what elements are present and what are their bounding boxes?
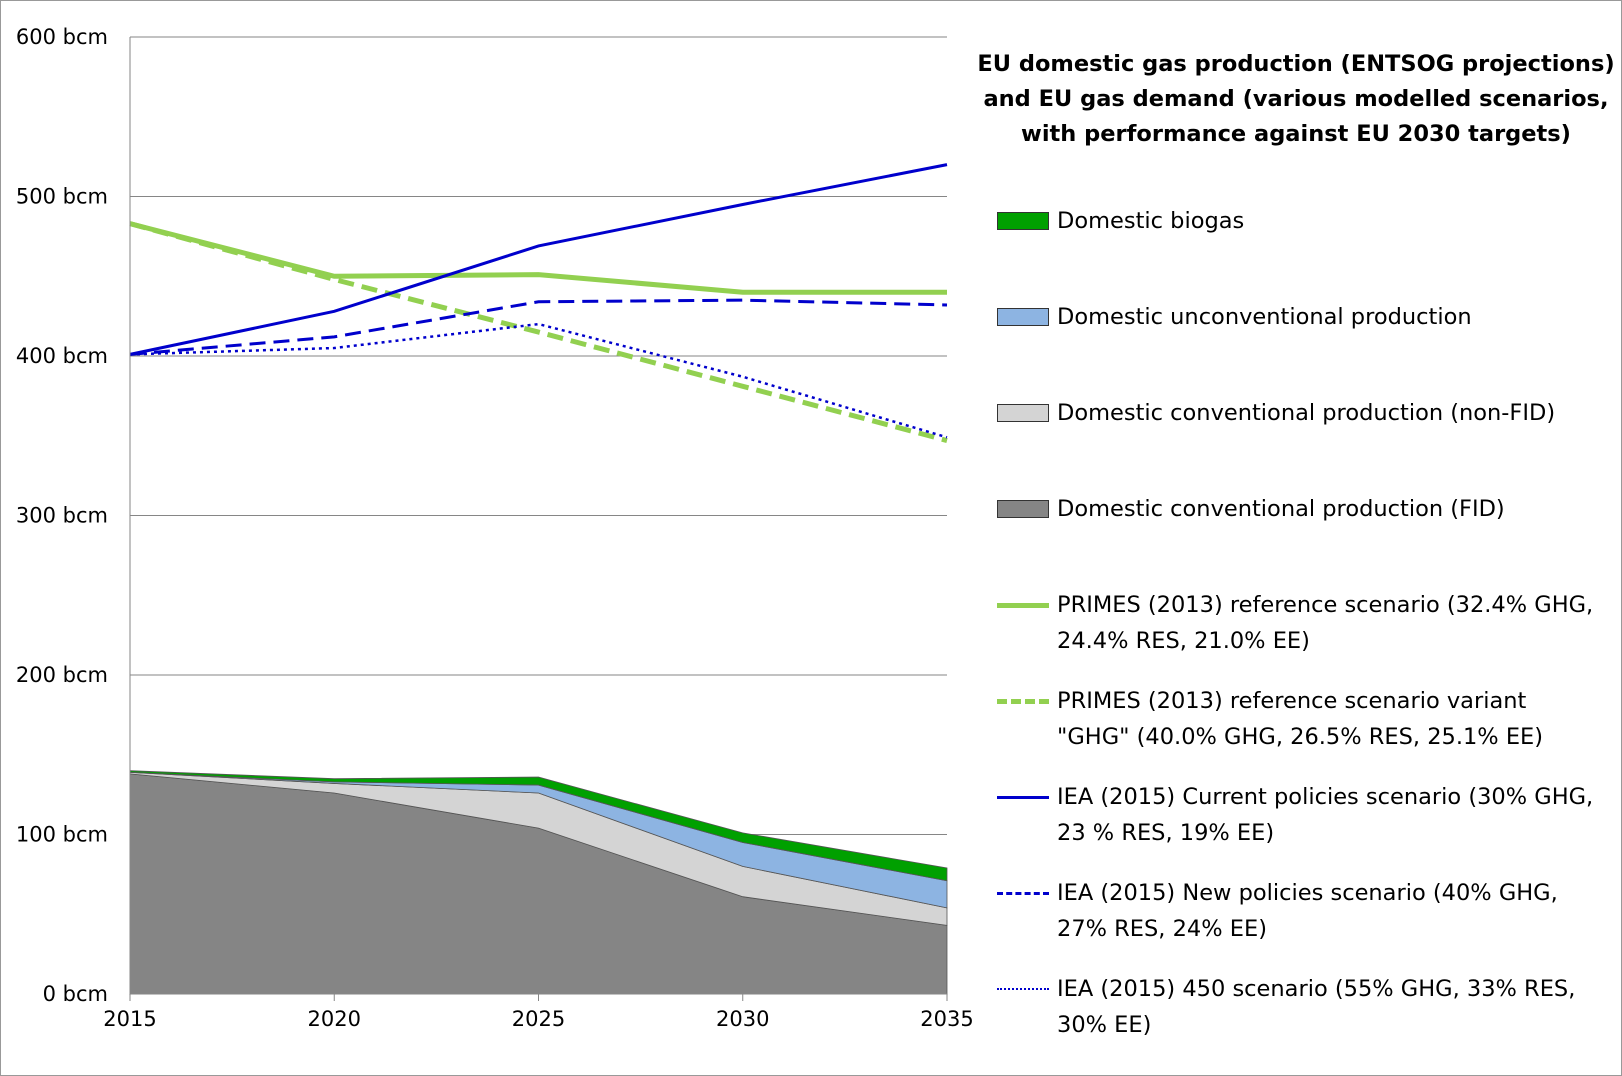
legend-item: Domestic conventional production (FID) (997, 491, 1597, 527)
x-tick-label: 2030 (716, 1007, 769, 1031)
legend-swatch (997, 587, 1049, 623)
line (129, 221, 947, 295)
legend-swatch (997, 779, 1049, 815)
legend-swatch (997, 203, 1049, 239)
y-tick-label: 400 bcm (16, 344, 108, 368)
y-tick-label: 300 bcm (16, 504, 108, 528)
x-tick-label: 2020 (308, 1007, 361, 1031)
legend-label: Domestic unconventional production (1057, 304, 1472, 330)
legend-item: IEA (2015) 450 scenario (55% GHG, 33% RE… (997, 971, 1597, 1043)
legend-swatch (997, 875, 1049, 911)
chart-title: EU domestic gas production (ENTSOG proje… (977, 51, 1615, 147)
line (129, 163, 948, 356)
legend-item: PRIMES (2013) reference scenario variant… (997, 683, 1597, 755)
legend-item: Domestic unconventional production (997, 299, 1597, 335)
legend-swatch (997, 395, 1049, 431)
legend-label: PRIMES (2013) reference scenario variant… (1057, 688, 1544, 750)
legend-swatch (997, 971, 1049, 1007)
y-tick-label: 500 bcm (16, 185, 108, 209)
legend-label: IEA (2015) New policies scenario (40% GH… (1057, 880, 1558, 942)
legend-swatch (997, 491, 1049, 527)
legend-label: Domestic conventional production (non-FI… (1057, 400, 1556, 426)
y-tick-label: 100 bcm (16, 823, 108, 847)
legend-label: PRIMES (2013) reference scenario (32.4% … (1057, 592, 1594, 654)
y-tick-label: 0 bcm (43, 982, 108, 1006)
legend-item: Domestic conventional production (non-FI… (997, 395, 1597, 431)
legend-label: IEA (2015) 450 scenario (55% GHG, 33% RE… (1057, 976, 1576, 1038)
x-tick-label: 2015 (103, 1007, 156, 1031)
legend-swatch (997, 683, 1049, 719)
legend-item: Domestic biogas (997, 203, 1597, 239)
x-tick-label: 2035 (920, 1007, 973, 1031)
legend-item: PRIMES (2013) reference scenario (32.4% … (997, 587, 1597, 659)
legend-label: IEA (2015) Current policies scenario (30… (1057, 784, 1594, 846)
area (129, 770, 948, 882)
line (129, 298, 948, 356)
x-tick-label: 2025 (512, 1007, 565, 1031)
legend-item: IEA (2015) Current policies scenario (30… (997, 779, 1597, 851)
line (129, 221, 948, 443)
legend-label: Domestic conventional production (FID) (1057, 496, 1505, 522)
y-tick-label: 600 bcm (16, 25, 108, 49)
line (129, 322, 948, 439)
y-tick-label: 200 bcm (16, 663, 108, 687)
legend-swatch (997, 299, 1049, 335)
legend-label: Domestic biogas (1057, 208, 1245, 234)
legend-item: IEA (2015) New policies scenario (40% GH… (997, 875, 1597, 947)
